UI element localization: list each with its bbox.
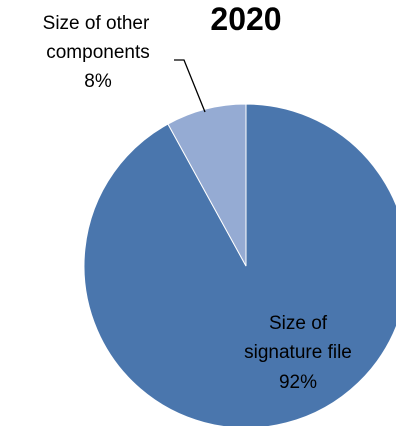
chart-title: 2020: [210, 1, 281, 37]
slice-value-signature: 92%: [279, 372, 317, 393]
slice-label-other-line1: Size of other: [43, 13, 150, 34]
slice-label-signature-line1: Size of: [269, 313, 328, 334]
pie-slice-other-components: [167, 103, 247, 267]
slice-label-other-line2: components: [46, 42, 150, 63]
pie-slice-signature-file: [83, 103, 396, 426]
slice-label-signature-line2: signature file: [244, 342, 352, 363]
slice-value-other: 8%: [84, 71, 112, 92]
leader-line-other: [174, 59, 206, 113]
pie-slices: [83, 103, 396, 426]
